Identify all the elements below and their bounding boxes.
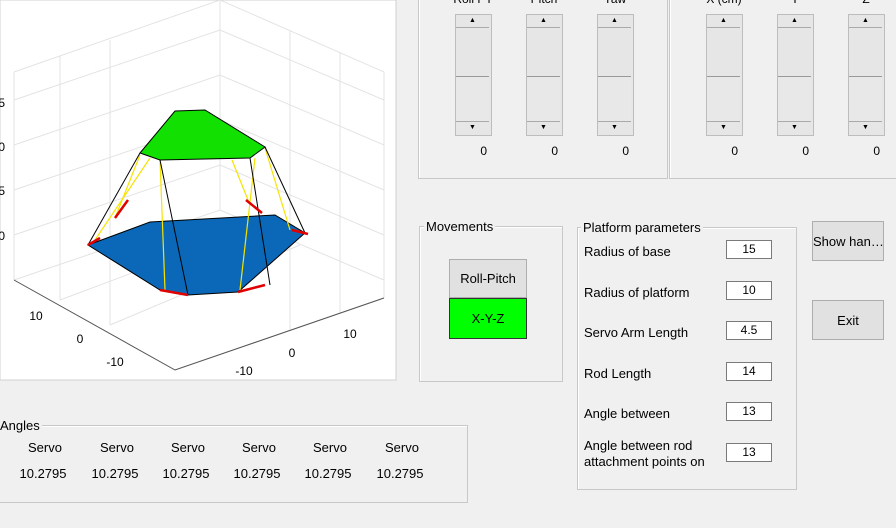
slider-label: Yaw (585, 0, 645, 6)
servo-angle: 10.2795 (376, 466, 424, 481)
tick-label: 10 (343, 327, 357, 341)
slider-value: 0 (551, 144, 558, 158)
slider-arrow-down[interactable]: ▼ (527, 121, 560, 134)
tick-label: 0 (0, 140, 5, 154)
slider-arrow-down[interactable]: ▼ (598, 121, 631, 134)
param-label: Angle between rod attachment points on p… (584, 438, 705, 472)
servo-arms (87, 199, 309, 297)
tick-label: 0 (77, 332, 84, 346)
servo-header: Servo (100, 440, 134, 455)
slider-thumb[interactable] (527, 76, 560, 121)
param-label: Servo Arm Length (584, 325, 689, 340)
param-input[interactable]: 14 (726, 362, 772, 381)
plot-area (0, 0, 397, 381)
param-input[interactable]: 13 (726, 402, 772, 421)
panel-title: Angles (0, 418, 42, 433)
slider-arrow-down[interactable]: ▼ (456, 121, 489, 134)
slider-arrow-down[interactable]: ▼ (707, 121, 740, 134)
slider-label: Z (836, 0, 896, 6)
slider-arrow-up[interactable]: ▲ (778, 15, 811, 28)
tick-label: -10 (106, 355, 124, 369)
slider-arrow-up[interactable]: ▲ (707, 15, 740, 28)
servo-header: Servo (28, 440, 62, 455)
slider-label: Roll PT (443, 0, 503, 6)
show-handles-button[interactable]: Show han… (812, 221, 884, 261)
servo-header: Servo (313, 440, 347, 455)
servo-angle: 10.2795 (91, 466, 139, 481)
panel-title: Movements (424, 219, 496, 234)
rods (94, 147, 291, 291)
tick-label: 0 (0, 229, 5, 243)
rod-edges (87, 146, 306, 296)
plot-3d: 5 0 5 0 10 0 -10 10 0 -10 (0, 0, 397, 381)
slider-thumb[interactable] (707, 76, 740, 121)
tick-label: -10 (235, 364, 253, 378)
slider-thumb[interactable] (456, 76, 489, 121)
panel-title: Platform parameters (581, 220, 703, 235)
slider-arrow-up[interactable]: ▲ (527, 15, 560, 28)
slider-arrow-down[interactable]: ▼ (849, 121, 882, 134)
axis-lines (13, 279, 385, 371)
servo-angle: 10.2795 (233, 466, 281, 481)
slider-label: Pitch (514, 0, 574, 6)
slider-value: 0 (622, 144, 629, 158)
param-label: Radius of platform (584, 285, 690, 300)
param-input[interactable]: 15 (726, 240, 772, 259)
servo-header: Servo (242, 440, 276, 455)
slider-thumb[interactable] (778, 76, 811, 121)
top-platform (139, 109, 266, 161)
slider-arrow-up[interactable]: ▲ (849, 15, 882, 28)
slider-value: 0 (731, 144, 738, 158)
rotation-panel (418, 0, 668, 179)
angles-panel (0, 425, 468, 503)
slider-arrow-up[interactable]: ▲ (456, 15, 489, 28)
translation-panel (669, 0, 896, 179)
param-input[interactable]: 13 (726, 443, 772, 462)
param-label: Radius of base (584, 244, 671, 259)
tick-label: 5 (0, 96, 5, 110)
servo-angle: 10.2795 (162, 466, 210, 481)
param-label: Angle between (584, 406, 671, 421)
xyz-button[interactable]: X-Y-Z (449, 298, 527, 339)
slider-thumb[interactable] (849, 76, 882, 121)
slider-arrow-down[interactable]: ▼ (778, 121, 811, 134)
tick-label: 5 (0, 184, 5, 198)
servo-angle: 10.2795 (304, 466, 352, 481)
slider-label: Y (765, 0, 825, 6)
tick-label: 10 (29, 309, 43, 323)
exit-button[interactable]: Exit (812, 300, 884, 340)
servo-header: Servo (385, 440, 419, 455)
roll-pitch-button[interactable]: Roll-Pitch (449, 259, 527, 298)
slider-thumb[interactable] (598, 76, 631, 121)
tick-label: 0 (289, 346, 296, 360)
slider-arrow-up[interactable]: ▲ (598, 15, 631, 28)
slider-value: 0 (480, 144, 487, 158)
servo-header: Servo (171, 440, 205, 455)
param-input[interactable]: 10 (726, 281, 772, 300)
servo-angle: 10.2795 (19, 466, 67, 481)
param-label: Rod Length (584, 366, 652, 381)
slider-label: X (cm) (694, 0, 754, 6)
slider-value: 0 (873, 144, 880, 158)
param-input[interactable]: 4.5 (726, 321, 772, 340)
slider-value: 0 (802, 144, 809, 158)
